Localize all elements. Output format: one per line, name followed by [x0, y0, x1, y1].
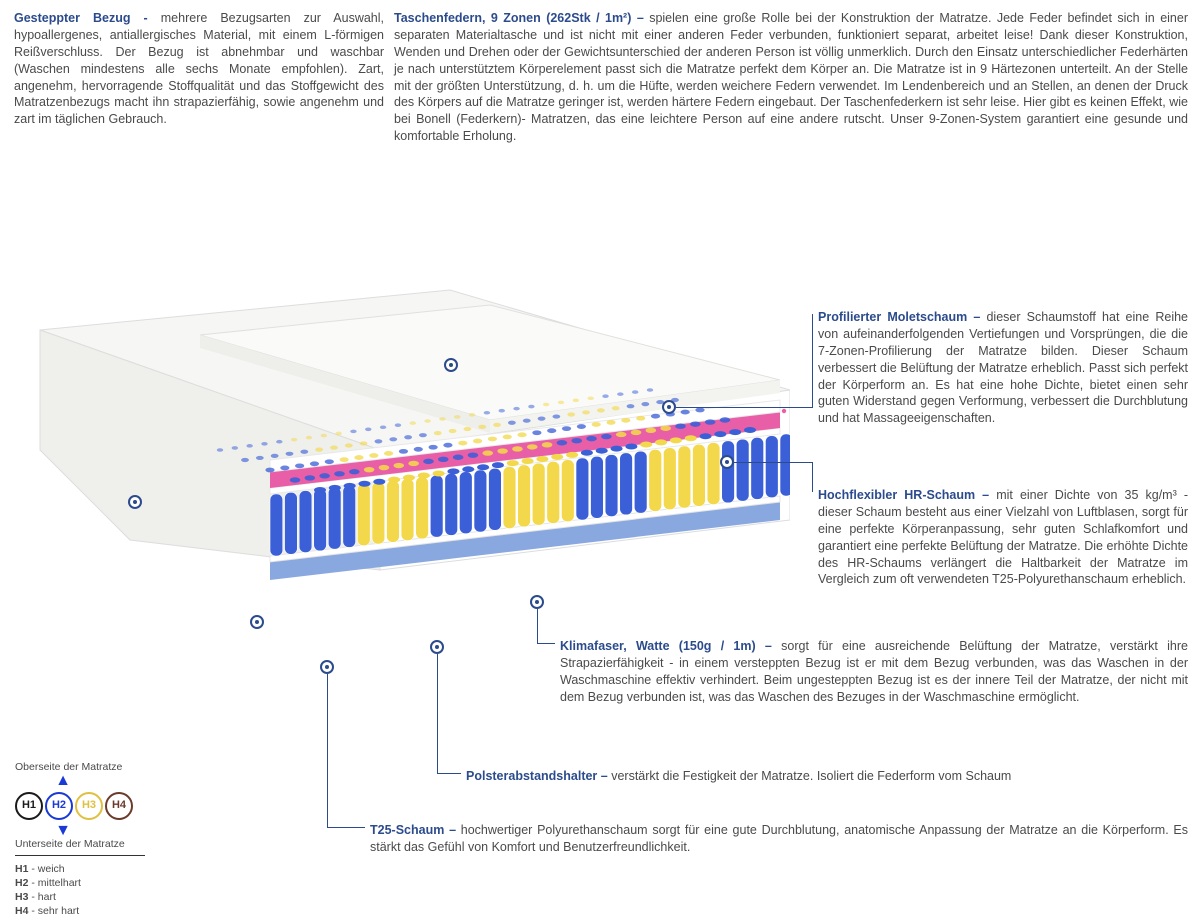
leader-klima-v: [537, 609, 538, 643]
hardness-legend: Oberseite der Matratze ▲ H1H2H3H4 ▼ Unte…: [15, 760, 145, 918]
hardness-def-h3: H3 - hart: [15, 890, 145, 904]
desc-hr-text: mit einer Dichte von 35 kg/m³ - dieser S…: [818, 488, 1188, 586]
hardness-def-h4: H4 - sehr hart: [15, 904, 145, 918]
desc-bezug-text: mehrere Bezugsarten zur Auswahl, hypoall…: [14, 11, 384, 126]
leader-molet-v: [812, 314, 813, 408]
desc-hr-title: Hochflexibler HR-Schaum –: [818, 488, 996, 502]
leader-t25-v: [327, 674, 328, 827]
leader-klima: [537, 643, 555, 644]
desc-t25-title: T25-Schaum –: [370, 823, 461, 837]
marker-molet: [662, 400, 676, 414]
legend-bottom-label: Unterseite der Matratze: [15, 837, 145, 851]
desc-federn: Taschenfedern, 9 Zonen (262Stk / 1m²) – …: [394, 10, 1188, 145]
leader-molet: [676, 407, 812, 408]
leader-hr: [734, 462, 812, 463]
desc-polster-title: Polsterabstandshalter –: [466, 769, 611, 783]
desc-molet-title: Profilierter Moletschaum –: [818, 310, 986, 324]
leader-t25: [327, 827, 365, 828]
marker-polster: [430, 640, 444, 654]
desc-bezug-title: Gesteppter Bezug -: [14, 11, 161, 25]
hardness-def-h2: H2 - mittelhart: [15, 876, 145, 890]
hardness-def-h1: H1 - weich: [15, 862, 145, 876]
hardness-circle-h4: H4: [105, 792, 133, 820]
legend-top-label: Oberseite der Matratze: [15, 760, 145, 774]
leader-polster: [437, 773, 461, 774]
hardness-circle-h2: H2: [45, 792, 73, 820]
desc-bezug: Gesteppter Bezug - mehrere Bezugsarten z…: [14, 10, 384, 128]
desc-federn-title: Taschenfedern, 9 Zonen (262Stk / 1m²) –: [394, 11, 649, 25]
desc-polster: Polsterabstandshalter – verstärkt die Fe…: [466, 768, 1188, 785]
desc-t25-text: hochwertiger Polyurethanschaum sorgt für…: [370, 823, 1188, 854]
hardness-circle-h1: H1: [15, 792, 43, 820]
mattress-diagram: [20, 260, 790, 660]
desc-t25: T25-Schaum – hochwertiger Polyurethansch…: [370, 822, 1188, 856]
desc-molet-text: dieser Schaumstoff hat eine Reihe von au…: [818, 310, 1188, 425]
hardness-circle-h3: H3: [75, 792, 103, 820]
marker-bezug-2: [250, 615, 264, 629]
legend-divider: [15, 855, 145, 856]
marker-klima: [530, 595, 544, 609]
leader-polster-v: [437, 654, 438, 773]
desc-hr: Hochflexibler HR-Schaum – mit einer Dich…: [818, 487, 1188, 588]
desc-federn-text: spielen eine große Rolle bei der Konstru…: [394, 11, 1188, 143]
desc-polster-text: verstärkt die Festigkeit der Matratze. I…: [611, 769, 1011, 783]
desc-molet: Profilierter Moletschaum – dieser Schaum…: [818, 309, 1188, 427]
marker-federn-top: [444, 358, 458, 372]
leader-hr-v: [812, 462, 813, 492]
marker-t25: [320, 660, 334, 674]
marker-hr: [720, 455, 734, 469]
marker-bezug: [128, 495, 142, 509]
